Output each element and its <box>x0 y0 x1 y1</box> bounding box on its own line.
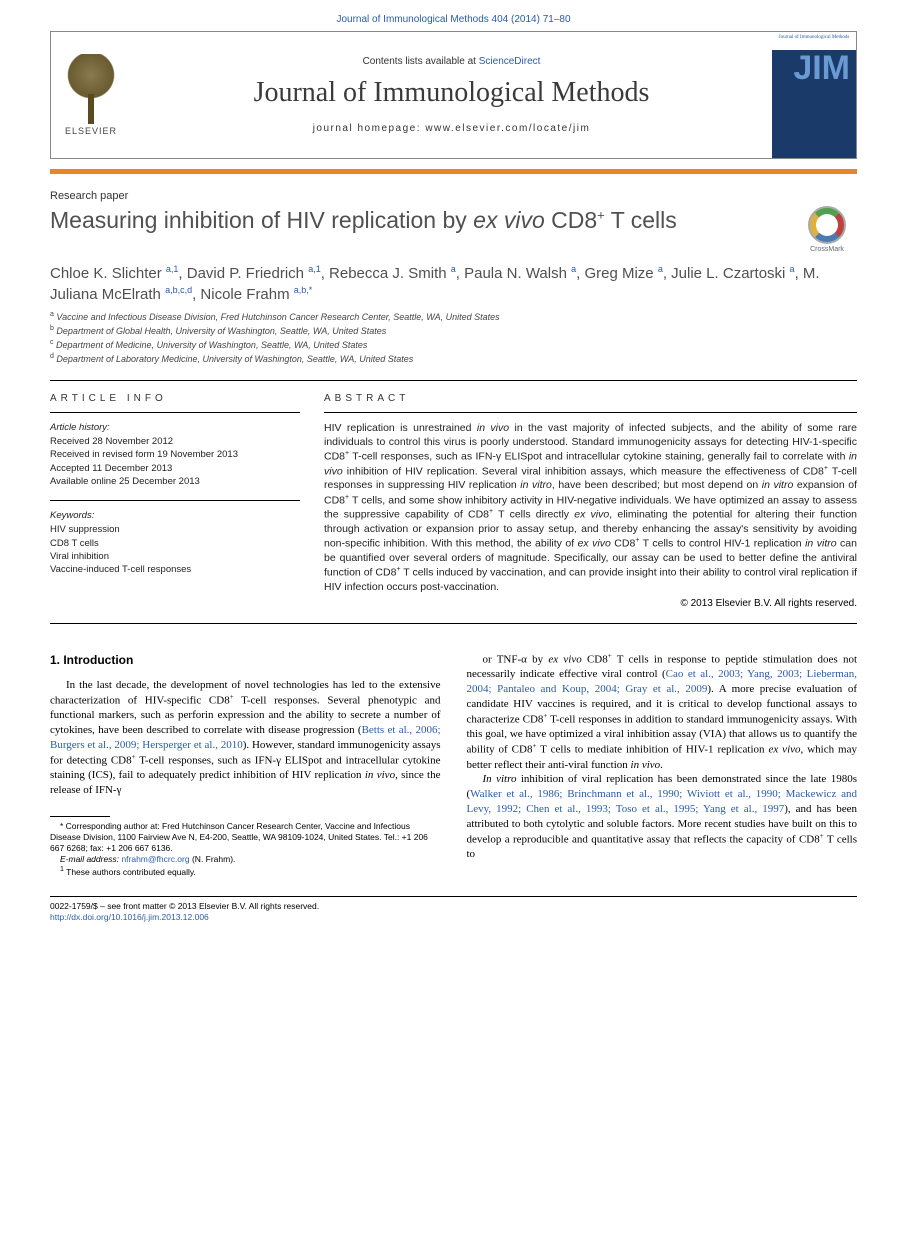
doi-link[interactable]: http://dx.doi.org/10.1016/j.jim.2013.12.… <box>50 912 209 922</box>
corresponding-author-note: * Corresponding author at: Fred Hutchins… <box>50 821 441 854</box>
affiliation: d Department of Laboratory Medicine, Uni… <box>50 352 857 366</box>
footnote-rule <box>50 816 110 817</box>
elsevier-tree-icon <box>63 54 119 124</box>
journal-homepage: journal homepage: www.elsevier.com/locat… <box>313 123 591 134</box>
body-paragraph: In the last decade, the development of n… <box>50 678 441 798</box>
crossmark-label: CrossMark <box>810 246 844 253</box>
header-center: Contents lists available at ScienceDirec… <box>131 32 772 158</box>
journal-name: Journal of Immunological Methods <box>254 77 650 109</box>
keyword: CD8 T cells <box>50 537 300 550</box>
elsevier-label: ELSEVIER <box>65 126 117 136</box>
history-item: Accepted 11 December 2013 <box>50 462 300 475</box>
email-note: E-mail address: nfrahm@fhcrc.org (N. Fra… <box>50 854 441 865</box>
page-footer: 0022-1759/$ – see front matter © 2013 El… <box>50 896 857 923</box>
equal-contribution-note: 1 These authors contributed equally. <box>50 865 441 878</box>
email-link[interactable]: nfrahm@fhcrc.org <box>121 854 189 864</box>
article-title: Measuring inhibition of HIV replication … <box>50 206 797 235</box>
keyword: Vaccine-induced T-cell responses <box>50 563 300 576</box>
affiliation: b Department of Global Health, Universit… <box>50 324 857 338</box>
article-type-label: Research paper <box>50 190 857 202</box>
abstract-rule <box>324 412 857 413</box>
history-item: Received 28 November 2012 <box>50 435 300 448</box>
orange-divider-bar <box>50 169 857 174</box>
keywords-label: Keywords: <box>50 509 300 522</box>
history-item: Received in revised form 19 November 201… <box>50 448 300 461</box>
email-label: E-mail address: <box>60 854 119 864</box>
elsevier-logo[interactable]: ELSEVIER <box>51 32 131 158</box>
abstract-copyright: © 2013 Elsevier B.V. All rights reserved… <box>324 598 857 609</box>
info-rule <box>50 500 300 501</box>
affiliation: c Department of Medicine, University of … <box>50 338 857 352</box>
keyword: Viral inhibition <box>50 550 300 563</box>
cover-abbrev: JIM <box>772 50 856 84</box>
crossmark-badge[interactable]: CrossMark <box>797 206 857 253</box>
body-column-left: 1. Introduction In the last decade, the … <box>50 652 441 878</box>
affiliation: a Vaccine and Infectious Disease Divisio… <box>50 310 857 324</box>
body-paragraph: In vitro inhibition of viral replication… <box>467 772 858 862</box>
crossmark-icon <box>808 206 846 244</box>
running-head-citation: Journal of Immunological Methods 404 (20… <box>0 0 907 31</box>
abstract-column: abstract HIV replication is unrestrained… <box>324 381 857 609</box>
intro-heading: 1. Introduction <box>50 652 441 668</box>
info-rule <box>50 412 300 413</box>
article-info-column: article info Article history: Received 2… <box>50 381 300 609</box>
footer-copyright: 0022-1759/$ – see front matter © 2013 El… <box>50 901 857 912</box>
homepage-url[interactable]: www.elsevier.com/locate/jim <box>425 123 590 134</box>
body-paragraph: or TNF-α by ex vivo CD8+ T cells in resp… <box>467 652 858 773</box>
email-person: (N. Frahm). <box>192 854 235 864</box>
history-label: Article history: <box>50 421 300 434</box>
keyword: HIV suppression <box>50 523 300 536</box>
journal-header-box: ELSEVIER Contents lists available at Sci… <box>50 31 857 159</box>
history-item: Available online 25 December 2013 <box>50 475 300 488</box>
article-info-heading: article info <box>50 381 300 412</box>
affiliations: a Vaccine and Infectious Disease Divisio… <box>50 310 857 366</box>
author-list: Chloe K. Slichter a,1, David P. Friedric… <box>50 263 857 306</box>
contents-prefix: Contents lists available at <box>363 56 479 67</box>
journal-cover-thumb[interactable]: Journal of Immunological Methods JIM <box>772 32 856 158</box>
contents-line: Contents lists available at ScienceDirec… <box>363 56 541 67</box>
footnotes: * Corresponding author at: Fred Hutchins… <box>50 821 441 878</box>
section-divider <box>50 623 857 624</box>
abstract-text: HIV replication is unrestrained in vivo … <box>324 421 857 594</box>
cover-caption: Journal of Immunological Methods <box>772 32 856 50</box>
sciencedirect-link[interactable]: ScienceDirect <box>479 56 541 67</box>
abstract-heading: abstract <box>324 381 857 412</box>
homepage-prefix: journal homepage: <box>313 123 426 134</box>
body-column-right: or TNF-α by ex vivo CD8+ T cells in resp… <box>467 652 858 878</box>
